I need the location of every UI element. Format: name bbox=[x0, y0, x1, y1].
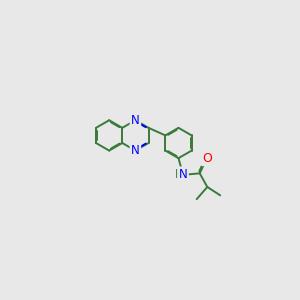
Text: N: N bbox=[131, 144, 140, 157]
Text: N: N bbox=[131, 114, 140, 127]
Text: H: H bbox=[174, 168, 183, 181]
Text: O: O bbox=[202, 152, 212, 165]
Text: N: N bbox=[179, 168, 188, 181]
